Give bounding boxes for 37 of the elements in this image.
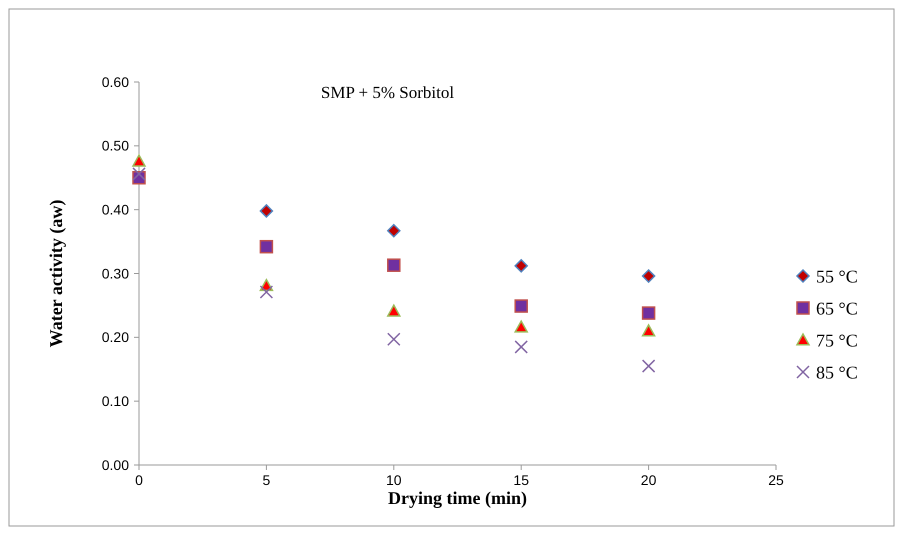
point [387,224,401,238]
x-tick-label: 5 [262,472,270,488]
x-tick-label: 10 [386,472,402,488]
y-tick-label: 0.50 [102,138,130,154]
point [642,269,656,283]
point [132,167,146,181]
chart-title: SMP + 5% Sorbitol [320,83,454,102]
x-tick-label: 20 [640,472,657,488]
legend-label: 85 °C [816,362,858,382]
point [514,320,528,333]
x-axis-title: Drying time (min) [388,488,527,508]
x-tick-label: 15 [513,472,530,488]
y-axis-title: Water activity (aw) [46,200,66,348]
point [132,154,146,167]
point [387,332,401,346]
point [387,304,401,317]
legend-label: 75 °C [816,330,858,350]
point [642,324,656,336]
point [387,258,401,272]
point [260,240,274,254]
y-tick-label: 0.00 [102,456,130,473]
legend-label: 65 °C [816,298,858,318]
point [514,340,528,354]
point [642,359,656,373]
y-tick-label: 0.10 [102,393,130,410]
y-tick-label: 0.20 [102,329,130,346]
point [260,285,274,299]
x-tick-label: 25 [768,472,784,488]
legend-label: 55 °C [816,266,858,286]
point [514,259,528,273]
y-tick-label: 0.60 [102,74,130,90]
x-tick-label: 0 [135,472,144,488]
y-tick-label: 0.30 [102,265,130,282]
point [260,204,274,218]
point [642,306,656,320]
y-tick-label: 0.40 [102,202,130,218]
point [514,299,528,313]
